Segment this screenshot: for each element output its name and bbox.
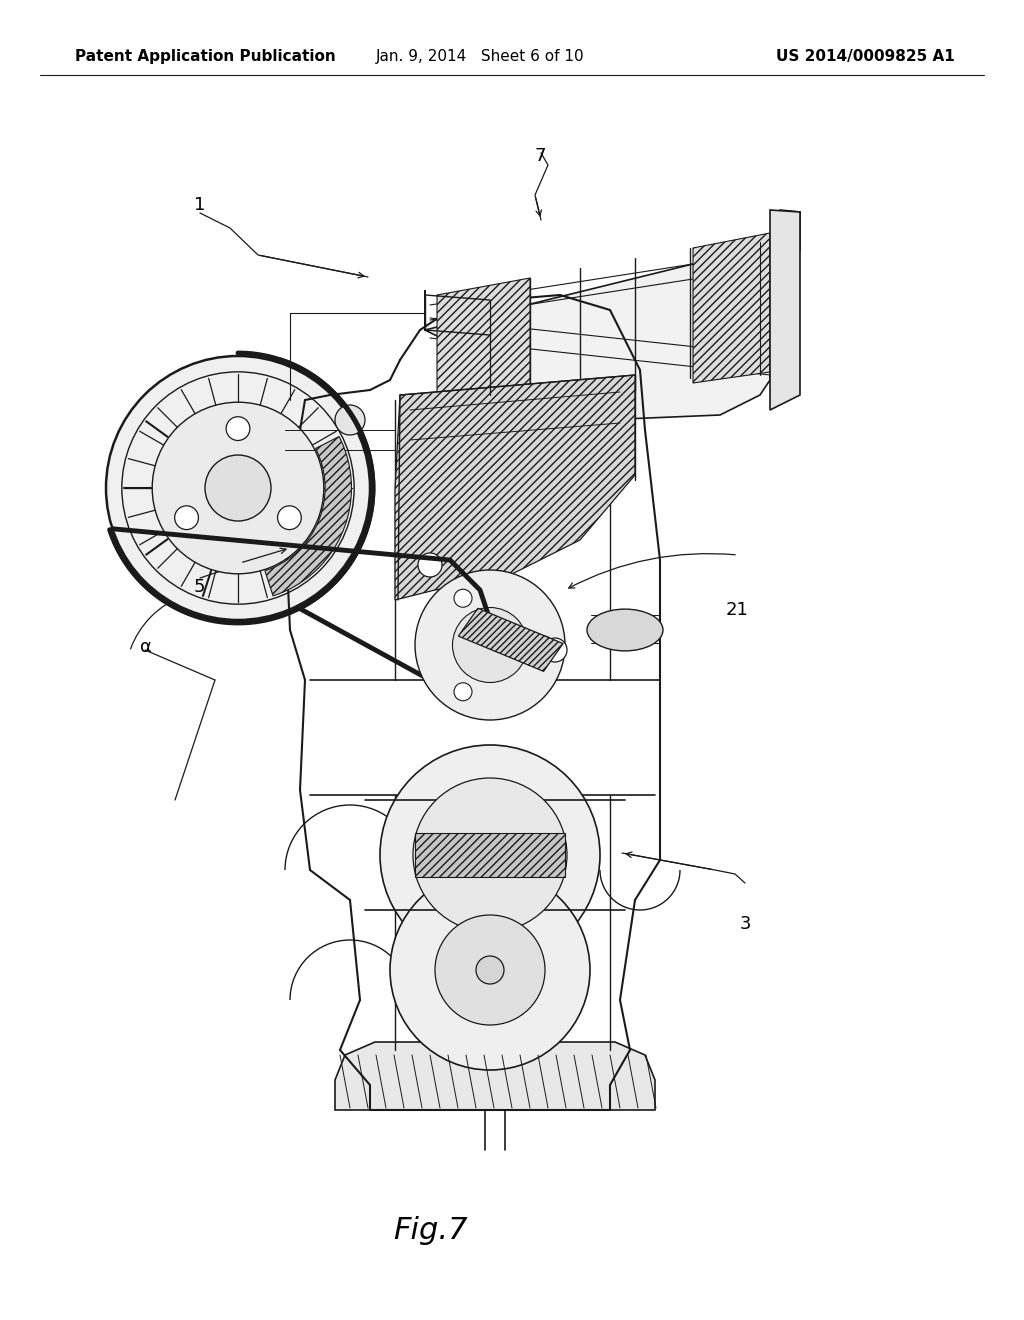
Circle shape	[153, 403, 324, 574]
Circle shape	[453, 607, 527, 682]
Polygon shape	[770, 210, 800, 411]
Text: 3: 3	[739, 915, 752, 933]
Circle shape	[413, 777, 567, 932]
Circle shape	[380, 744, 600, 965]
Circle shape	[175, 506, 199, 529]
Circle shape	[454, 682, 472, 701]
Text: Fig.7: Fig.7	[393, 1216, 467, 1245]
Text: 21: 21	[726, 601, 749, 619]
Polygon shape	[693, 234, 770, 383]
Circle shape	[543, 638, 567, 663]
Circle shape	[535, 636, 553, 653]
Polygon shape	[459, 609, 563, 672]
Text: US 2014/0009825 A1: US 2014/0009825 A1	[776, 49, 955, 65]
Circle shape	[418, 553, 442, 577]
Text: Jan. 9, 2014   Sheet 6 of 10: Jan. 9, 2014 Sheet 6 of 10	[376, 49, 585, 65]
Circle shape	[415, 570, 565, 719]
Circle shape	[226, 417, 250, 441]
Polygon shape	[415, 833, 565, 876]
Polygon shape	[395, 375, 635, 601]
Circle shape	[106, 356, 370, 620]
Text: 7: 7	[535, 147, 547, 165]
Polygon shape	[437, 279, 530, 400]
Circle shape	[435, 915, 545, 1026]
Text: α: α	[140, 638, 153, 656]
Ellipse shape	[587, 609, 663, 651]
Text: 5: 5	[194, 578, 206, 597]
Polygon shape	[335, 1041, 655, 1110]
Circle shape	[205, 455, 271, 521]
Circle shape	[454, 589, 472, 607]
Polygon shape	[425, 210, 800, 420]
Circle shape	[390, 870, 590, 1071]
Circle shape	[278, 506, 301, 529]
Polygon shape	[265, 437, 351, 595]
Text: 1: 1	[194, 195, 206, 214]
Text: Patent Application Publication: Patent Application Publication	[75, 49, 336, 65]
Circle shape	[476, 956, 504, 983]
Circle shape	[335, 405, 365, 436]
